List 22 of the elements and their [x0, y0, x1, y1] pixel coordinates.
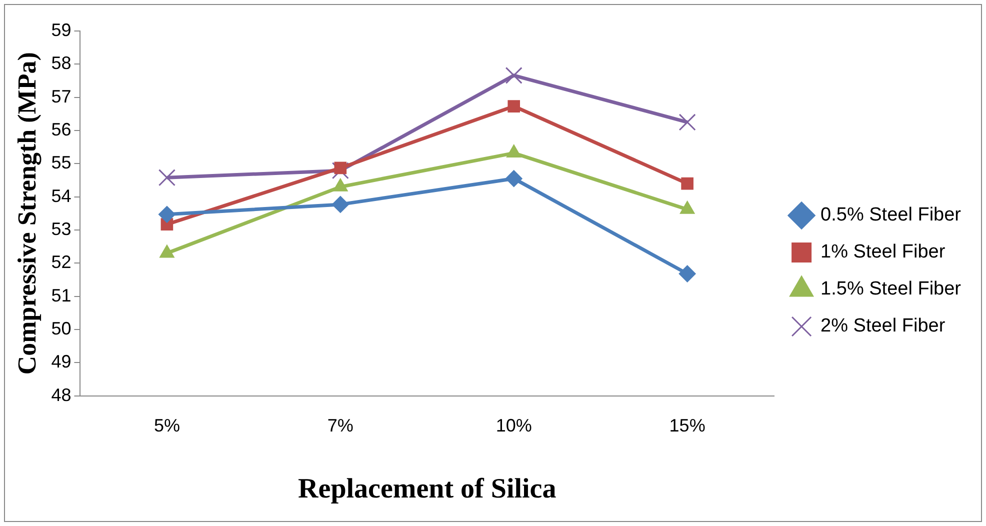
y-tick-label: 55	[51, 152, 72, 173]
x-tick-label: 15%	[669, 416, 706, 436]
y-tick-label: 50	[51, 318, 72, 338]
y-tick-label: 53	[51, 218, 72, 239]
x-tick-label: 5%	[154, 416, 180, 436]
legend-label: 1.5% Steel Fiber	[820, 278, 962, 300]
y-tick-label: 56	[51, 119, 72, 140]
y-tick-label: 48	[51, 384, 72, 405]
y-tick-label: 51	[51, 285, 72, 306]
y-tick-label: 58	[51, 53, 72, 74]
x-tick-label: 10%	[496, 416, 532, 436]
legend-label: 1% Steel Fiber	[820, 242, 946, 263]
legend-label: 2% Steel Fiber	[820, 316, 946, 337]
x-axis-title: Replacement of Silica	[298, 473, 556, 504]
y-tick-label: 54	[51, 186, 72, 206]
legend-label: 0.5% Steel Fiber	[820, 204, 962, 226]
y-tick-label: 52	[51, 252, 72, 272]
y-tick-label: 57	[51, 86, 72, 106]
y-tick-label: 59	[51, 20, 72, 40]
x-tick-label: 7%	[327, 416, 354, 436]
y-axis-title: Compressive Strength (MPa)	[12, 52, 42, 375]
y-tick-label: 49	[51, 352, 72, 372]
